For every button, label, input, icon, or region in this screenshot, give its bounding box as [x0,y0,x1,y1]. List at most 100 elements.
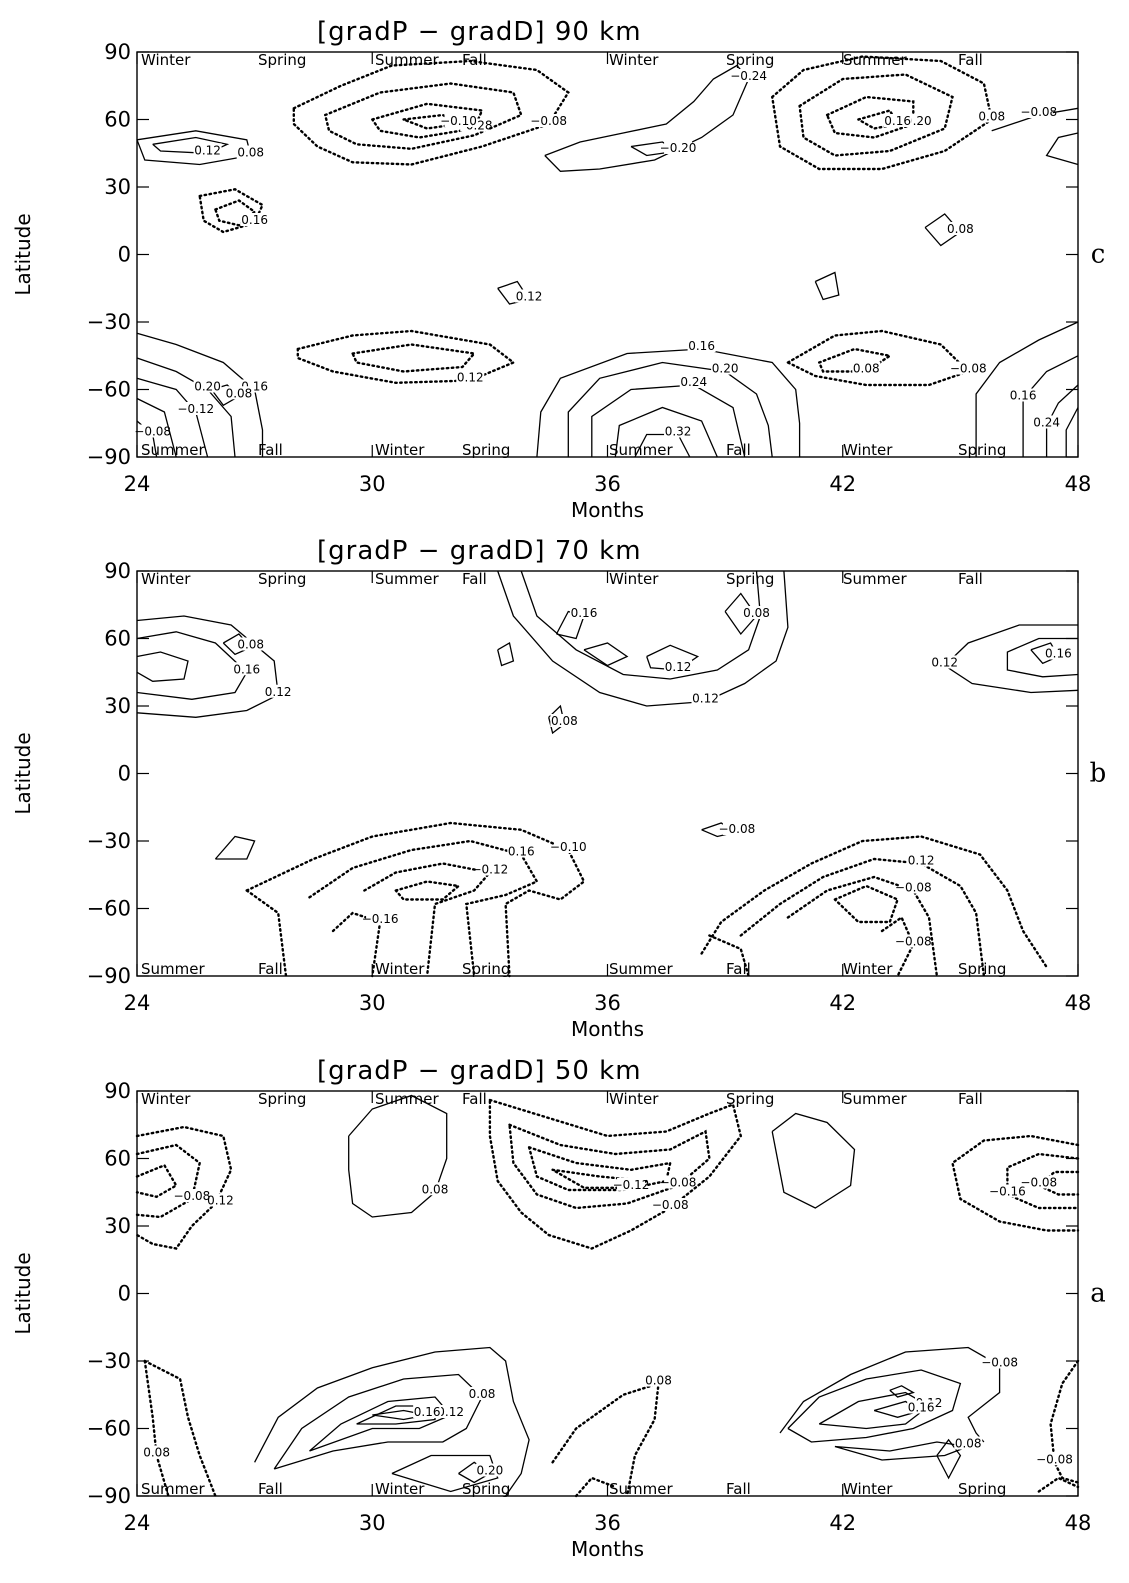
contour-label-bg [236,145,265,159]
season-label-bottom: Fall [258,1480,283,1498]
contour-label: 0.24 [1033,416,1060,430]
contour-label-bg [946,222,975,235]
contour-negative [351,343,477,373]
contour-label: 0.08 [551,714,578,728]
contour-label: −0.12 [197,1194,234,1208]
contour-label-bg [550,714,579,727]
contour-label-bg [664,141,693,154]
contour-label-bg [232,662,261,676]
contour-label-bg [985,1355,1014,1369]
x-tick-label: 30 [359,1511,386,1535]
contour-label-bg [569,606,598,619]
contour-label: −0.08 [652,1198,689,1212]
contour-label-bg [644,1373,673,1387]
season-label-top: Winter [609,51,659,69]
season-label-bottom: Fall [258,960,283,978]
contour-positive [136,651,189,682]
contour-label-bg [664,1175,693,1189]
contour-negative [739,857,986,978]
season-label-top: Summer [843,570,907,588]
contour-negative [394,880,462,901]
contour-label: −0.16 [989,1185,1026,1199]
contour-label: 0.24 [680,375,707,389]
contour-positive [814,271,840,301]
panel-letter: c [1091,240,1106,270]
y-tick-label: −60 [87,1417,131,1441]
contour-label: 0.12 [908,854,935,868]
season-label-bottom: Winter [843,441,893,459]
contour-positive [1006,637,1079,678]
season-label-top: Summer [375,570,439,588]
contour-label: 0.08 [143,1446,170,1460]
contour-label-bg [413,1405,442,1418]
contour-label-bg [1024,105,1053,118]
contour-label: 0.08 [237,146,264,160]
y-tick-label: −60 [87,378,131,402]
x-tick-label: 36 [594,472,621,496]
y-tick-label: −90 [87,1484,131,1508]
contour-label: 0.12 [437,1405,464,1419]
y-tick-label: 30 [104,694,131,718]
contour-label-bg [534,114,563,127]
y-tick-label: −30 [87,829,131,853]
contour-positive [273,1373,483,1470]
season-label-bottom: Winter [375,1480,425,1498]
contour-label-bg [1044,646,1073,660]
contour-label-bg [993,1184,1022,1198]
x-tick-label: 42 [829,991,856,1015]
contour-label-bg [899,934,928,948]
contour-label: 0.16 [508,845,535,859]
season-label-top: Spring [726,570,774,588]
contour-label-bg [1040,1452,1069,1466]
contour-label-bg [475,1463,504,1477]
contour-negative [798,73,954,157]
contour-positive [497,641,515,667]
contour-label: 0.16 [1010,389,1037,403]
contour-label: −0.16 [362,912,399,926]
y-tick-label: 90 [104,40,131,64]
contour-label-bg [468,1387,497,1400]
x-tick-label: 48 [1065,991,1092,1015]
contour-negative [245,821,586,978]
panel-title: [gradP − gradD] 50 km [317,1056,642,1086]
contour-positive [1022,355,1079,457]
y-tick-label: 90 [104,559,131,583]
season-label-bottom: Spring [462,441,510,459]
contour-label: −0.08 [134,425,171,439]
contour-label: 0.16 [241,213,268,227]
y-tick-label: −60 [87,897,131,921]
season-label-bottom: Summer [141,441,205,459]
season-label-top: Winter [609,570,659,588]
contour-negative [951,1134,1080,1232]
contour-positive [583,642,629,667]
contour-label-bg [664,424,693,438]
contour-label-bg [617,1177,646,1191]
contour-positive [214,835,256,860]
contour-label: 0.08 [226,386,253,400]
contour-label-bg [883,114,912,127]
contour-positive [348,1094,448,1218]
contour-label-bg [977,109,1006,123]
contour-negative [245,889,288,978]
contour-positive [591,384,746,458]
contour-label: 0.20 [477,1464,504,1478]
contour-label-bg [679,375,708,388]
contour-label-bg [142,1445,171,1459]
contour-negative [818,347,893,373]
x-axis-label: Months [571,1537,644,1561]
x-tick-label: 36 [594,1511,621,1535]
contour-label: 0.12 [265,685,292,699]
contour-label-bg [954,361,983,375]
y-tick-label: −30 [87,310,131,334]
season-label-top: Spring [258,51,306,69]
x-tick-label: 30 [359,991,386,1015]
panel-a: [gradP − gradD] 50 km 90 60 30 0 −30 −60 −90 24 3… [11,1056,1106,1561]
contour-label: 0.16 [233,662,260,676]
season-label-top: Spring [726,51,774,69]
contour-label: −0.08 [950,362,987,376]
contour-label: 0.16 [688,339,715,353]
season-label-top: Winter [141,1090,191,1108]
contour-negative [143,1359,170,1498]
contour-label: −0.08 [895,935,932,949]
contour-label-bg [444,114,473,127]
